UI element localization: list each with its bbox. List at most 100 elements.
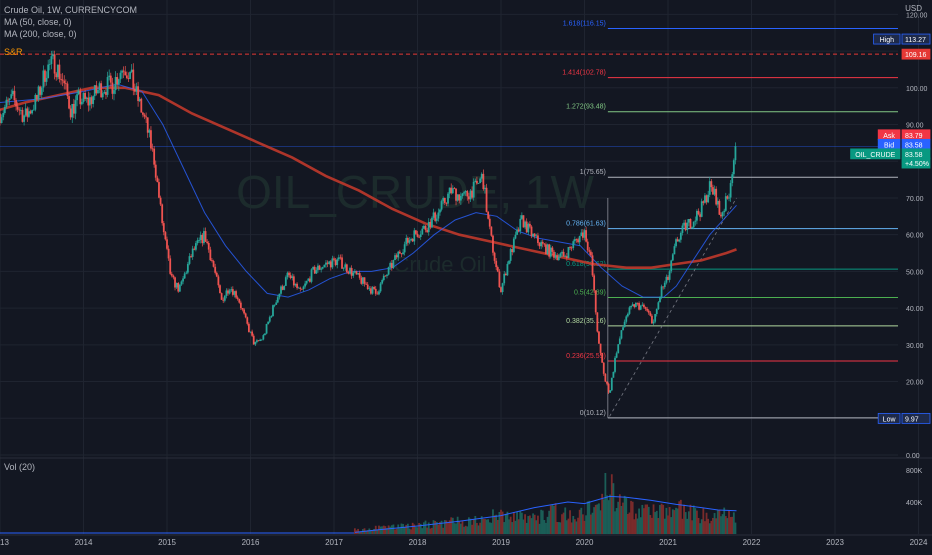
candle-body [223, 295, 226, 301]
candle-body [715, 188, 718, 205]
candle-body [72, 103, 75, 114]
volume-bar [583, 520, 586, 534]
candle-body [193, 248, 196, 250]
candle-body [117, 79, 120, 85]
candle-body [564, 256, 567, 257]
candle-body [153, 148, 156, 165]
fib-level-label: 0(10.12) [580, 410, 606, 417]
candle-body [219, 285, 221, 294]
volume-bar [647, 506, 650, 534]
candle-body [655, 309, 658, 315]
candle-body [532, 233, 535, 237]
ma50-label[interactable]: MA (50, close, 0) [4, 17, 72, 27]
candle-body [143, 114, 146, 117]
candle-body [42, 70, 45, 88]
candle-body [612, 371, 615, 378]
volume-bar [527, 516, 530, 534]
candle-body [278, 293, 281, 298]
price-axis-tick: 100.00 [906, 86, 928, 93]
volume-bar [657, 517, 660, 534]
candle-body [551, 247, 554, 252]
candle-body [472, 181, 475, 198]
volume-bar [538, 523, 541, 534]
volume-bar [466, 526, 469, 534]
candle-body [113, 90, 115, 94]
volume-bar [495, 514, 498, 534]
volume-bar [431, 527, 433, 534]
candle-body [326, 262, 329, 264]
candle-body [400, 253, 403, 255]
candle-body [622, 327, 624, 331]
candle-body [299, 287, 302, 289]
candle-body [198, 240, 201, 241]
volume-bar [492, 509, 494, 534]
candle-body [304, 283, 306, 287]
volume-bar [675, 507, 677, 534]
volume-legend[interactable]: Vol (20) [4, 462, 36, 472]
candle-body [2, 113, 5, 118]
ma200-line [0, 86, 737, 269]
volume-bar [397, 524, 400, 534]
volume-bar [694, 508, 697, 534]
candle-body [429, 221, 432, 228]
volume-bar [437, 524, 440, 534]
candle-body [681, 225, 684, 233]
candle-body [626, 313, 629, 317]
candle-body [55, 73, 58, 78]
candle-body [577, 239, 579, 243]
price-axis: 0.0010.0020.0030.0040.0050.0060.0070.008… [906, 12, 928, 460]
candle-body [243, 309, 245, 314]
candle-body [573, 239, 576, 242]
volume-bar [408, 528, 411, 534]
price-axis-tick: 0.00 [906, 453, 920, 460]
symbol-label[interactable]: Crude Oil, 1W, CURRENCYCOM [4, 5, 138, 15]
candle-body [172, 275, 175, 278]
candle-body [466, 191, 469, 197]
candle-body [60, 78, 62, 80]
volume-bar [594, 504, 597, 534]
candle-body [82, 92, 85, 102]
volume-bar [500, 509, 502, 534]
candle-body [382, 275, 385, 281]
candle-body [451, 188, 454, 194]
candle-body [48, 64, 51, 65]
candle-body [707, 194, 710, 203]
candle-body [370, 288, 372, 294]
candle-body [501, 283, 504, 293]
price-tag-label: OIL_CRUDE [855, 152, 895, 159]
volume-bar [606, 495, 608, 534]
candle-body [276, 297, 279, 303]
candle-body [556, 255, 559, 260]
candle-body [602, 362, 605, 374]
volume-bar [673, 510, 676, 534]
volume-bar [403, 527, 406, 534]
candle-body [700, 201, 703, 217]
candle-body [392, 260, 395, 268]
candle-body [702, 201, 705, 203]
snr-label[interactable]: S&R [4, 47, 23, 57]
chart-legend: Crude Oil, 1W, CURRENCYCOM MA (50, close… [4, 4, 137, 40]
volume-bar [382, 525, 385, 534]
candle-body [297, 287, 300, 289]
ma200-label[interactable]: MA (200, close, 0) [4, 29, 77, 39]
volume-bar [540, 509, 543, 534]
candle-body [586, 241, 589, 251]
ma50-line [0, 83, 737, 298]
candle-body [386, 274, 388, 277]
candle-body [291, 276, 294, 279]
candle-body [469, 190, 472, 200]
volume-bar [450, 517, 453, 534]
candle-body [167, 248, 170, 259]
volume-bar [541, 510, 544, 534]
volume-bar [474, 515, 477, 534]
candle-body [105, 92, 107, 95]
candle-body [76, 94, 78, 101]
volume-bar [655, 510, 658, 534]
candle-body [23, 115, 25, 122]
candle-body [44, 70, 46, 82]
volume-bar [514, 520, 517, 534]
candle-body [135, 86, 138, 92]
time-axis-tick: 2020 [576, 538, 594, 547]
